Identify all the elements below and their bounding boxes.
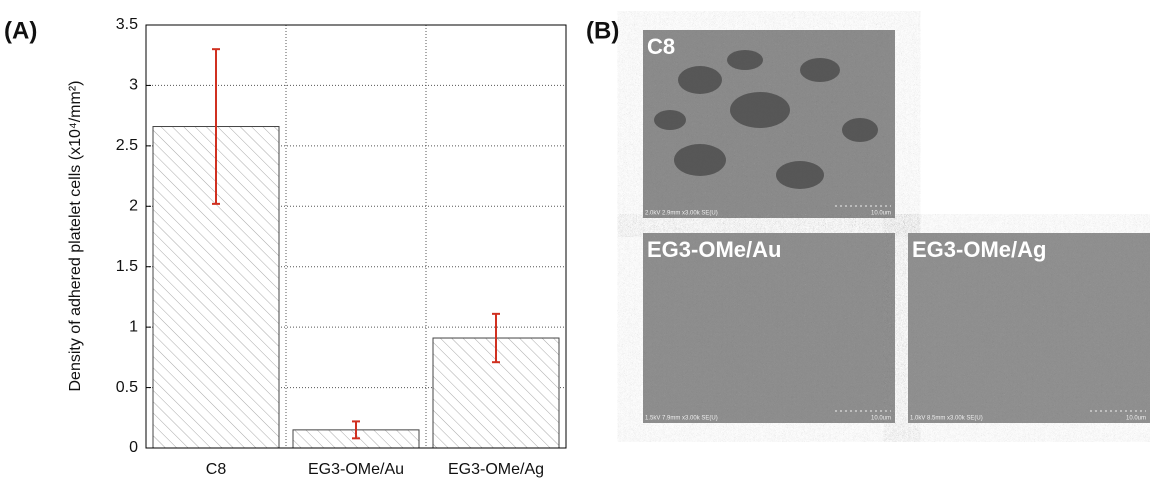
y-tick-label: 2.5 <box>116 137 138 154</box>
y-tick-label: 0.5 <box>116 379 138 396</box>
cell <box>674 144 726 176</box>
y-tick-label: 0 <box>129 439 138 456</box>
y-tick-label: 3.5 <box>116 16 138 33</box>
x-tick-label: EG3-OMe/Ag <box>448 461 544 478</box>
y-tick-label: 1.5 <box>116 258 138 275</box>
image-info: 2.0kV 2.9mm x3.00k SE(U) <box>645 211 718 217</box>
image-label: EG3-OMe/Au <box>647 237 781 262</box>
scale-label: 10.0um <box>1126 416 1146 422</box>
y-tick-label: 3 <box>129 77 138 94</box>
y-axis-label: Density of adhered platelet cells (x10⁴/… <box>67 81 84 392</box>
panel-label: (B) <box>586 17 619 44</box>
y-tick-label: 1 <box>129 318 138 335</box>
cell <box>727 50 763 70</box>
panel-label: (A) <box>4 17 37 44</box>
cell <box>678 66 722 94</box>
image-info: 1.0kV 8.5mm x3.00k SE(U) <box>910 416 983 422</box>
x-tick-label: C8 <box>206 461 227 478</box>
image-info: 1.5kV 7.9mm x3.00k SE(U) <box>645 416 718 422</box>
figure: (A) Density of adhered platelet cells (x… <box>0 0 1150 482</box>
sem-images: C8 2.0kV 2.9mm x3.00k SE(U) 10.0um EG3-OMe/… <box>643 30 1150 423</box>
y-tick-label: 2 <box>129 198 138 215</box>
cell <box>654 110 686 130</box>
image-label: EG3-OMe/Ag <box>912 237 1046 262</box>
image-label: C8 <box>647 34 675 59</box>
x-tick-label: EG3-OMe/Au <box>308 461 404 478</box>
cell <box>800 58 840 82</box>
scale-label: 10.0um <box>871 416 891 422</box>
plot: 0 0.5 1 1.5 2 2.5 3 3.5 C8 EG3-OMe/Au EG3-OMe/Ag <box>116 16 566 478</box>
cell <box>776 161 824 189</box>
cell <box>842 118 878 142</box>
scale-label: 10.0um <box>871 211 891 217</box>
cell <box>730 92 790 128</box>
